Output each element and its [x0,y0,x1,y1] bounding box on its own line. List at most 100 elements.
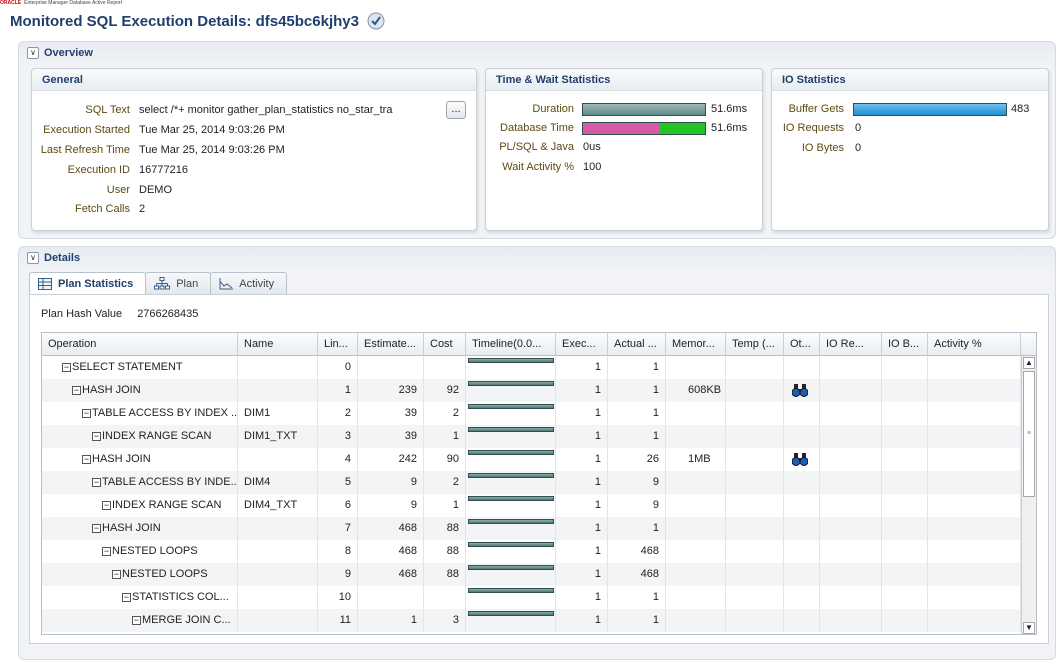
duration-bar[interactable] [582,103,706,116]
user-value: DEMO [139,184,172,196]
table-row[interactable]: − SELECT STATEMENT 0 1 1 [42,356,1022,379]
col-other-header[interactable]: Ot... [784,333,820,356]
table-row[interactable]: − HASH JOIN 4 242 90 1 26 1MB [42,448,1022,471]
timeline-bar[interactable] [468,611,554,616]
binoculars-icon[interactable] [792,384,808,397]
table-row[interactable]: − TABLE ACCESS BY INDEX ... DIM1 2 39 2 1 1 [42,402,1022,425]
timeline-bar[interactable] [468,404,554,409]
col-memory-cell [666,471,726,494]
timeline-bar[interactable] [468,381,554,386]
plan-hash-label: Plan Hash Value [41,308,123,320]
buffer-gets-row: Buffer Gets 483 [772,102,1050,116]
db-time-wait-segment[interactable] [659,123,705,134]
col-exec-header[interactable]: Exec... [556,333,608,356]
table-row[interactable]: − NESTED LOOPS 8 468 88 1 468 [42,540,1022,563]
collapse-node-icon[interactable]: − [82,407,91,418]
col-estimate-cell: 1 [358,609,424,632]
col-io-requests-cell [820,402,882,425]
col-estimate-cell: 39 [358,402,424,425]
timeline-bar[interactable] [468,565,554,570]
timeline-bar[interactable] [468,496,554,501]
col-timeline-cell [466,379,556,402]
timeline-bar[interactable] [468,450,554,455]
operation-label: NESTED LOOPS [122,568,208,580]
scroll-down-icon[interactable]: ▼ [1023,622,1035,634]
col-io-bytes-cell [882,448,928,471]
col-io-bytes-header[interactable]: IO B... [882,333,928,356]
table-row[interactable]: − INDEX RANGE SCAN DIM1_TXT 3 39 1 1 1 [42,425,1022,448]
binoculars-icon[interactable] [792,453,808,466]
operation-label: TABLE ACCESS BY INDEX ... [92,407,238,419]
collapse-node-icon[interactable]: − [72,384,81,395]
col-temp-cell [726,379,784,402]
table-row[interactable]: − STATISTICS COL... 10 1 1 [42,586,1022,609]
col-line-cell: 6 [318,494,358,517]
scroll-up-icon[interactable]: ▲ [1023,357,1035,369]
col-timeline-cell [466,609,556,632]
collapse-node-icon[interactable]: − [122,591,131,602]
timeline-bar[interactable] [468,358,554,363]
buffer-gets-label: Buffer Gets [788,103,844,115]
title-row: Monitored SQL Execution Details: dfs45bc… [10,10,385,32]
col-cost-cell: 88 [424,540,466,563]
col-actual-cell: 1 [608,609,666,632]
timeline-bar[interactable] [468,588,554,593]
operation-label: MERGE JOIN C... [142,614,231,626]
table-row[interactable]: − TABLE ACCESS BY INDE... DIM4 5 9 2 1 9 [42,471,1022,494]
collapse-chevron-icon[interactable]: ∨ [27,47,39,59]
col-line-header[interactable]: Lin... [318,333,358,356]
collapse-node-icon[interactable]: − [62,361,71,372]
timeline-bar[interactable] [468,519,554,524]
tab-activity[interactable]: Activity [210,272,288,294]
timeline-bar[interactable] [468,542,554,547]
timeline-bar[interactable] [468,427,554,432]
col-temp-cell [726,402,784,425]
table-row[interactable]: − INDEX RANGE SCAN DIM4_TXT 6 9 1 1 9 [42,494,1022,517]
collapse-node-icon[interactable]: − [132,614,141,625]
collapse-chevron-icon[interactable]: ∨ [27,252,39,264]
col-io-requests-header[interactable]: IO Re... [820,333,882,356]
col-temp-header[interactable]: Temp (... [726,333,784,356]
db-time-cpu-segment[interactable] [583,123,660,134]
col-name-header[interactable]: Name [238,333,318,356]
io-panel: IO Statistics Buffer Gets 483 IO Request… [771,68,1049,231]
col-activity-cell [928,471,1021,494]
collapse-node-icon[interactable]: − [102,545,111,556]
col-estimate-header[interactable]: Estimate... [358,333,424,356]
product-name: Enterprise Manager Database Active Repor… [24,0,122,6]
table-row[interactable]: − HASH JOIN 1 239 92 1 1 608KB [42,379,1022,402]
overview-header[interactable]: ∨ Overview [27,45,93,61]
details-header[interactable]: ∨ Details [27,250,80,266]
table-row[interactable]: − NESTED LOOPS 9 468 88 1 468 [42,563,1022,586]
col-actual-header[interactable]: Actual ... [608,333,666,356]
timeline-bar[interactable] [468,473,554,478]
tab-plan-statistics[interactable]: Plan Statistics [29,272,147,295]
general-panel: General SQL Text select /*+ monitor gath… [31,68,477,231]
col-exec-cell: 1 [556,402,608,425]
col-timeline-header[interactable]: Timeline(0.0... [466,333,556,356]
col-io-requests-cell [820,586,882,609]
buffer-gets-bar[interactable] [853,103,1007,116]
collapse-node-icon[interactable]: − [82,453,91,464]
col-operation-header[interactable]: Operation [42,333,238,356]
collapse-node-icon[interactable]: − [92,522,101,533]
col-line-cell: 3 [318,425,358,448]
col-memory-header[interactable]: Memor... [666,333,726,356]
collapse-node-icon[interactable]: − [102,499,111,510]
tab-plan[interactable]: Plan [145,272,212,294]
vertical-scrollbar[interactable]: ▲ ≡ ▼ [1021,356,1036,634]
db-time-bar[interactable] [582,122,706,135]
table-row[interactable]: − MERGE JOIN C... 11 1 3 1 1 [42,609,1022,632]
table-row[interactable]: − HASH JOIN 7 468 88 1 1 [42,517,1022,540]
collapse-node-icon[interactable]: − [92,430,101,441]
more-button[interactable]: ... [446,101,466,119]
col-estimate-cell: 468 [358,563,424,586]
collapse-node-icon[interactable]: − [92,476,101,487]
collapse-node-icon[interactable]: − [112,568,121,579]
col-cost-cell: 88 [424,563,466,586]
col-line-cell: 2 [318,402,358,425]
col-activity-cell [928,563,1021,586]
scroll-thumb[interactable]: ≡ [1023,371,1035,497]
col-activity-header[interactable]: Activity % [928,333,1021,356]
col-cost-header[interactable]: Cost [424,333,466,356]
